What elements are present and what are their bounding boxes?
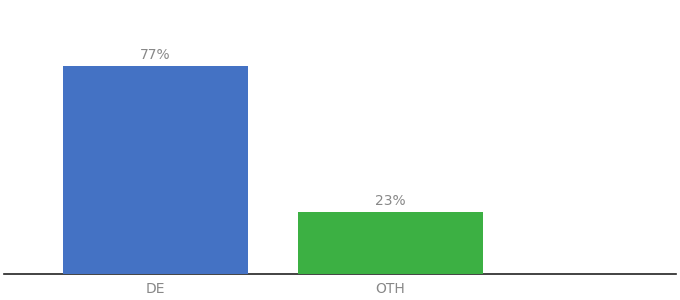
Text: 77%: 77% xyxy=(140,48,171,62)
Text: 23%: 23% xyxy=(375,194,406,208)
Bar xyxy=(298,212,483,274)
Bar xyxy=(63,66,248,274)
